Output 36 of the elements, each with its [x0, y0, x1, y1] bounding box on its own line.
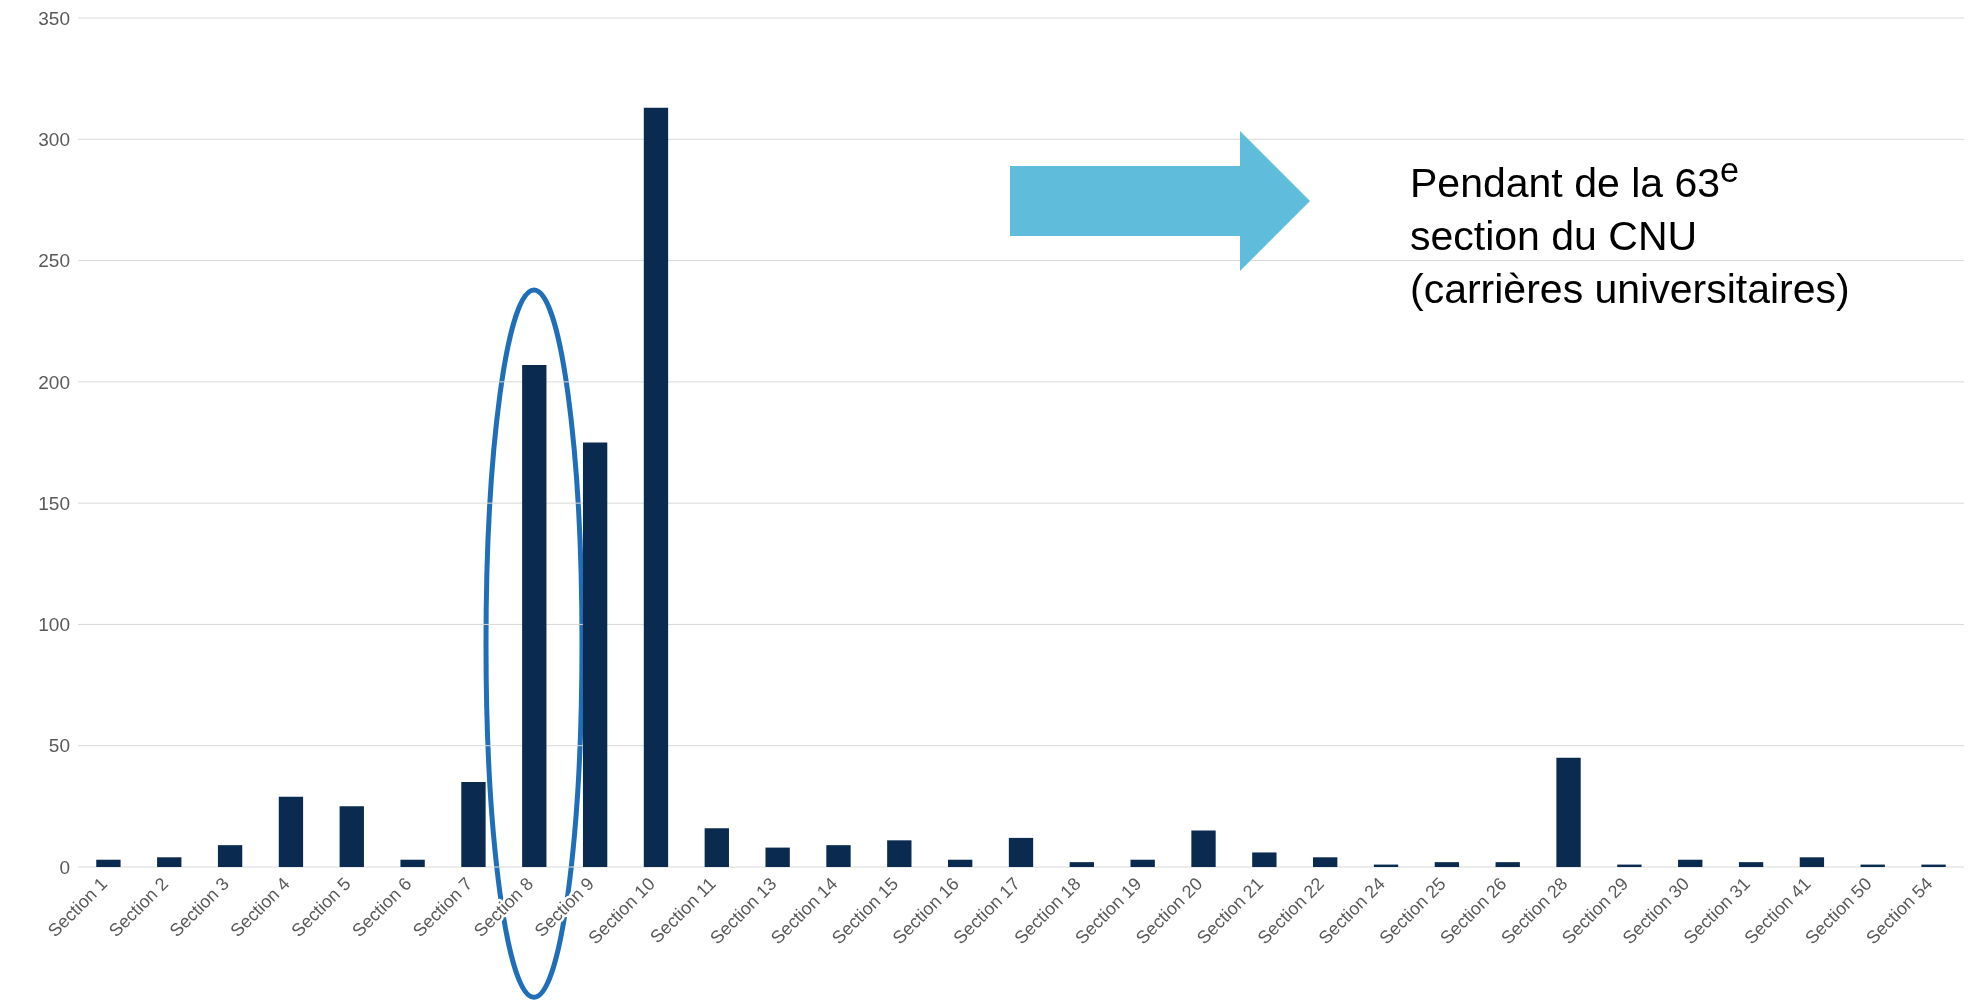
y-tick-label: 0 — [59, 856, 70, 878]
y-tick-label: 250 — [38, 250, 70, 272]
bar — [96, 859, 121, 867]
bar — [1008, 837, 1034, 867]
bar — [1495, 862, 1520, 867]
bar — [217, 845, 243, 867]
bar — [1799, 857, 1825, 867]
bar — [765, 847, 790, 867]
y-tick-label: 100 — [38, 614, 70, 636]
bar — [400, 859, 425, 867]
bar — [1191, 830, 1216, 867]
bar — [157, 857, 182, 867]
bar — [704, 828, 729, 867]
bar — [1252, 852, 1277, 867]
y-tick-label: 50 — [48, 735, 70, 757]
bar — [1130, 859, 1155, 867]
bar — [1556, 757, 1581, 867]
bar — [1678, 859, 1703, 867]
bar — [1434, 862, 1460, 867]
bar — [1069, 862, 1095, 867]
bar — [522, 364, 547, 867]
bar — [643, 107, 669, 867]
bar — [826, 845, 851, 867]
bar — [278, 796, 304, 867]
annotation: Pendant de la 63$^{e}$ section du CNU (carrières universitaires) — [1410, 150, 1851, 315]
y-tick-label: 150 — [38, 492, 70, 514]
bar — [887, 840, 912, 867]
y-tick-label: 350 — [38, 7, 70, 29]
bar — [1313, 857, 1338, 867]
bar — [947, 859, 973, 867]
y-tick-label: 200 — [38, 371, 70, 393]
y-tick-label: 300 — [38, 129, 70, 151]
bar — [339, 806, 364, 867]
bar — [1738, 862, 1764, 867]
bar — [582, 442, 608, 867]
bar — [461, 782, 486, 867]
